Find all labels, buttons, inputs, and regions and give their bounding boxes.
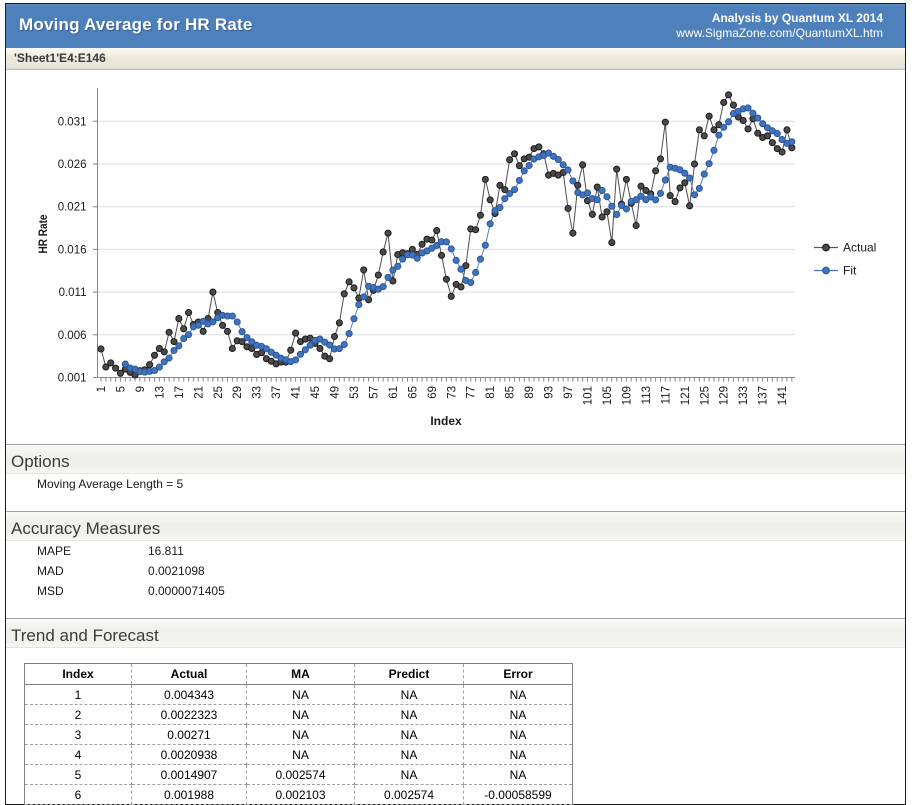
svg-text:81: 81 <box>485 386 497 399</box>
svg-text:105: 105 <box>602 386 614 405</box>
svg-text:73: 73 <box>446 386 458 399</box>
svg-text:0.006: 0.006 <box>58 330 87 342</box>
svg-text:69: 69 <box>427 386 439 399</box>
svg-text:0.016: 0.016 <box>58 244 87 256</box>
svg-text:133: 133 <box>738 386 750 405</box>
svg-text:0.021: 0.021 <box>58 202 87 214</box>
svg-text:Index: Index <box>430 414 462 428</box>
svg-text:1: 1 <box>96 386 108 392</box>
svg-text:0.001: 0.001 <box>58 373 87 385</box>
svg-text:21: 21 <box>193 386 205 399</box>
svg-text:53: 53 <box>349 386 361 399</box>
svg-text:77: 77 <box>466 386 478 399</box>
svg-text:HR Rate: HR Rate <box>38 215 50 254</box>
svg-text:109: 109 <box>621 386 633 405</box>
svg-text:57: 57 <box>368 386 380 399</box>
svg-text:Fit: Fit <box>843 264 857 278</box>
svg-text:25: 25 <box>213 386 225 399</box>
svg-text:13: 13 <box>154 386 166 399</box>
svg-text:29: 29 <box>232 386 244 399</box>
svg-text:49: 49 <box>330 386 342 399</box>
svg-text:65: 65 <box>407 386 419 399</box>
svg-text:41: 41 <box>291 386 303 399</box>
svg-text:137: 137 <box>758 386 770 405</box>
svg-text:0.026: 0.026 <box>58 159 87 171</box>
svg-text:141: 141 <box>777 386 789 405</box>
svg-text:61: 61 <box>388 386 400 399</box>
svg-text:113: 113 <box>641 386 653 404</box>
svg-text:121: 121 <box>680 386 692 405</box>
svg-text:125: 125 <box>699 386 711 405</box>
svg-text:97: 97 <box>563 386 575 399</box>
svg-text:0.011: 0.011 <box>59 287 87 299</box>
svg-text:85: 85 <box>505 386 517 399</box>
svg-text:37: 37 <box>271 386 283 399</box>
svg-text:129: 129 <box>719 386 731 405</box>
svg-text:101: 101 <box>583 386 595 405</box>
svg-text:9: 9 <box>135 386 147 392</box>
svg-text:93: 93 <box>544 386 556 399</box>
svg-text:5: 5 <box>116 386 128 392</box>
svg-text:45: 45 <box>310 386 322 399</box>
svg-text:0.031: 0.031 <box>58 116 87 128</box>
svg-text:17: 17 <box>174 386 186 399</box>
svg-text:117: 117 <box>660 386 672 404</box>
svg-text:89: 89 <box>524 386 536 399</box>
svg-text:Actual: Actual <box>843 241 876 255</box>
svg-text:33: 33 <box>252 386 264 399</box>
